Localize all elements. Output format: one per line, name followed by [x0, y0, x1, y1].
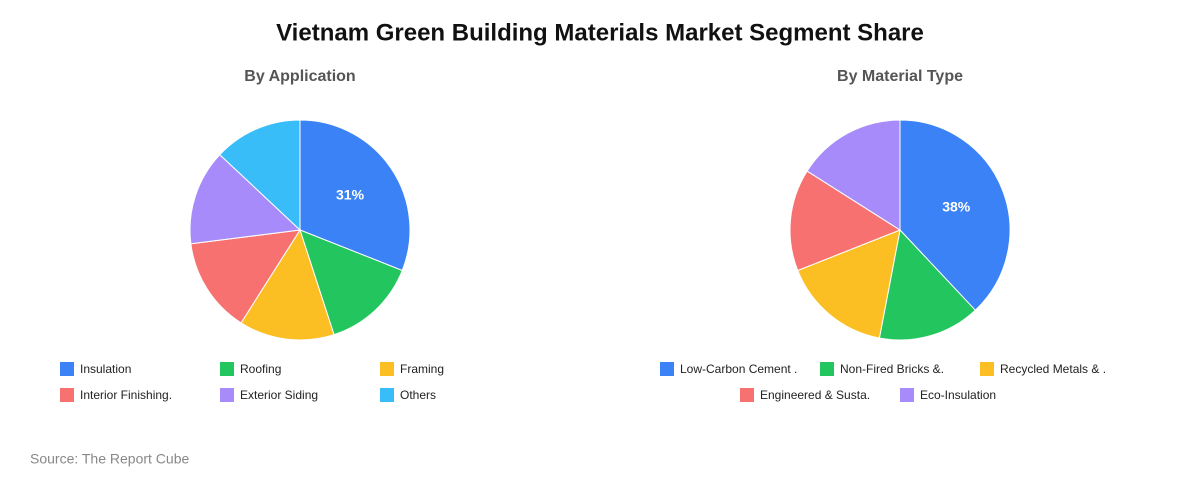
legend-swatch: [220, 388, 234, 402]
legend-swatch: [980, 362, 994, 376]
slice-label: 31%: [336, 187, 365, 203]
pie-slice: [299, 119, 411, 272]
chart-subtitle: By Application: [244, 68, 355, 85]
pie-slice: [789, 170, 902, 272]
pie-slice: [899, 119, 1011, 311]
legend-label: Insulation: [80, 362, 131, 376]
slice-label: 38%: [942, 198, 971, 214]
legend-label: Framing: [400, 362, 444, 376]
legend-swatch: [740, 388, 754, 402]
legend-label: Others: [400, 388, 436, 402]
legend-label: Non-Fired Bricks &.: [840, 362, 944, 376]
pie-slice: [878, 228, 977, 341]
legend-label: Interior Finishing.: [80, 388, 172, 402]
chart-title: Vietnam Green Building Materials Market …: [276, 19, 924, 46]
chart-subtitle: By Material Type: [837, 68, 963, 85]
legend-label: Recycled Metals & .: [1000, 362, 1106, 376]
pie-slice: [189, 153, 302, 245]
legend-swatch: [820, 362, 834, 376]
legend-swatch: [220, 362, 234, 376]
legend-label: Engineered & Susta.: [760, 388, 870, 402]
source: Source: The Report Cube: [30, 451, 189, 467]
legend-swatch: [900, 388, 914, 402]
pie-slice: [806, 119, 901, 231]
legend-swatch: [60, 362, 74, 376]
legend-swatch: [660, 362, 674, 376]
pie-slice: [797, 229, 901, 339]
legend-label: Low-Carbon Cement .: [680, 362, 797, 376]
pie-slice: [190, 229, 301, 324]
legend-label: Exterior Siding: [240, 388, 318, 402]
pie-slice: [240, 228, 335, 341]
legend-swatch: [60, 388, 74, 402]
legend-label: Roofing: [240, 362, 281, 376]
pie-slice: [219, 119, 301, 232]
legend-label: Eco-Insulation: [920, 388, 996, 402]
legend-swatch: [380, 362, 394, 376]
legend-swatch: [380, 388, 394, 402]
